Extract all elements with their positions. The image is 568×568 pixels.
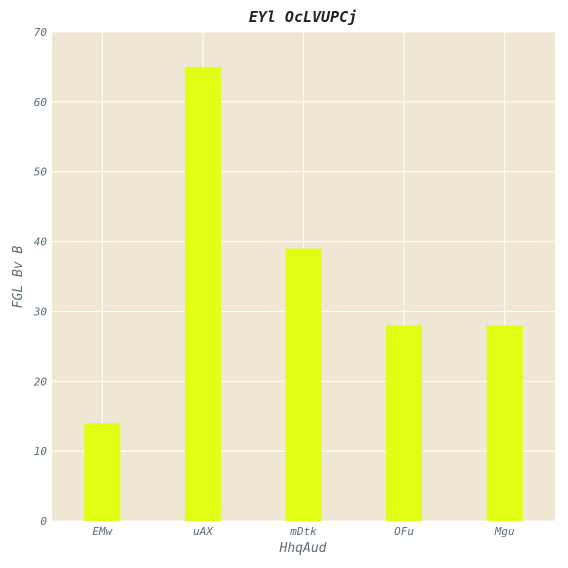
y-tick-label: 70: [34, 26, 48, 39]
y-tick-label: 20: [34, 375, 48, 388]
bars: [84, 66, 523, 522]
chart-title: EYl OcLVUPCj: [249, 8, 357, 26]
y-tick-label: 10: [34, 445, 48, 458]
bar-uAX: [184, 66, 221, 521]
x-tick-label: OFu: [394, 525, 414, 538]
bar-EMw: [84, 423, 121, 521]
bar-mDtk: [285, 248, 322, 522]
bar-OFu: [386, 325, 423, 521]
x-axis-label: HhqAud: [279, 541, 327, 556]
y-tick-label: 60: [34, 96, 48, 109]
y-tick-label: 50: [34, 166, 48, 179]
x-tick-label: mDtk: [289, 525, 317, 538]
y-tick-labels: 0 10 20 30 40 50 60 70: [33, 26, 48, 528]
bar-Mgu: [486, 325, 523, 521]
y-tick-label: 30: [33, 305, 48, 318]
x-tick-labels: EMw uAX mDtk OFu Mgu: [92, 525, 515, 538]
y-tick-label: 0: [40, 515, 47, 528]
x-tick-label: Mgu: [494, 525, 515, 538]
y-tick-label: 40: [34, 236, 48, 249]
y-axis-label: FGL Bv B: [11, 246, 26, 309]
x-tick-label: uAX: [193, 525, 214, 538]
x-tick-label: EMw: [92, 525, 113, 538]
